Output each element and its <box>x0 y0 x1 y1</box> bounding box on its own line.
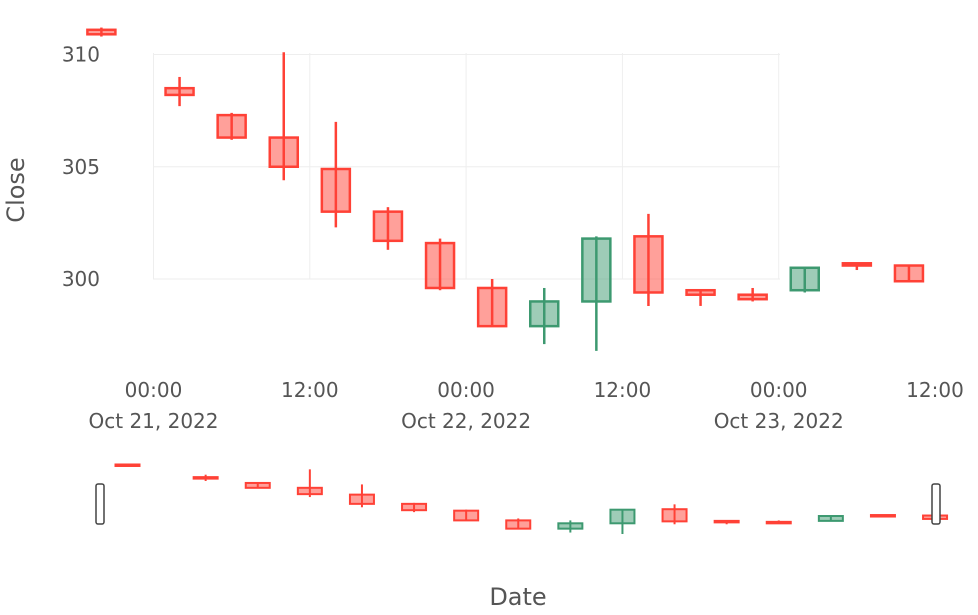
mini-candle <box>505 518 532 530</box>
mini-candle-body <box>348 493 375 505</box>
candle-body <box>841 262 873 267</box>
candle-body <box>737 293 768 301</box>
candle <box>424 238 456 291</box>
mini-candle <box>296 469 323 498</box>
mini-candle-body <box>557 522 584 530</box>
candle <box>737 287 768 302</box>
mini-candle-body <box>192 476 219 480</box>
candle <box>633 213 664 306</box>
x-tick-label: 00:00 <box>437 378 495 402</box>
candle-body <box>893 264 925 283</box>
candle-body <box>86 28 117 36</box>
y-axis-title: Close <box>2 157 30 222</box>
candle-body <box>268 136 299 169</box>
range-slider-candles <box>114 463 949 534</box>
mini-candle-body <box>296 486 323 496</box>
mini-candle <box>869 514 896 518</box>
candle-body <box>216 113 247 139</box>
mini-candle-body <box>869 514 896 518</box>
candle <box>581 236 612 351</box>
candles <box>86 27 925 351</box>
x-tick-label: 00:00 <box>125 378 183 402</box>
candle <box>476 279 508 328</box>
mini-candle-body <box>505 519 532 530</box>
candle-body <box>581 237 612 303</box>
mini-candle-body <box>453 509 480 522</box>
mini-candle-body <box>713 519 740 524</box>
candle <box>789 266 820 293</box>
y-tick-label: 300 <box>62 267 100 291</box>
range-slider-left-handle[interactable] <box>95 483 105 525</box>
mini-candle-body <box>817 515 844 522</box>
mini-candle <box>609 508 636 534</box>
candle <box>529 287 560 345</box>
candle-body <box>424 241 456 290</box>
mini-candle-body <box>609 508 636 525</box>
x-tick-date-label: Oct 23, 2022 <box>714 409 844 433</box>
mini-candle-body <box>661 508 688 523</box>
x-axis-title: Date <box>489 583 546 611</box>
mini-candle <box>244 481 271 489</box>
y-axis-ticks: 300 305 310 <box>62 43 100 292</box>
mini-candle-body <box>114 463 141 467</box>
mini-candle-body <box>765 520 792 525</box>
candle-body <box>372 210 404 243</box>
mini-candle <box>401 502 428 513</box>
x-tick-date-label: Oct 22, 2022 <box>401 409 531 433</box>
mini-candle-body <box>401 502 428 512</box>
candle <box>685 288 716 306</box>
candle <box>164 76 195 107</box>
x-tick-label: 12:00 <box>906 378 964 402</box>
mini-candle <box>713 519 740 525</box>
mini-candle <box>765 520 792 525</box>
gridlines <box>153 53 780 280</box>
mini-candle <box>114 463 141 467</box>
candle <box>372 207 404 250</box>
candle <box>268 52 299 181</box>
x-tick-label: 12:00 <box>281 378 339 402</box>
mini-candle <box>557 520 584 533</box>
candle-body <box>633 235 664 294</box>
x-axis-ticks: 00:00 Oct 21, 2022 12:00 00:00 Oct 22, 2022 1… <box>89 378 964 433</box>
candle <box>893 264 925 283</box>
mini-candle <box>453 509 480 522</box>
mini-candle <box>192 474 219 482</box>
candle-body <box>529 300 560 328</box>
range-slider-right-handle[interactable] <box>931 483 941 525</box>
candle-body <box>320 167 352 213</box>
y-tick-label: 310 <box>62 43 100 67</box>
x-tick-label: 00:00 <box>750 378 808 402</box>
candle <box>841 262 873 271</box>
x-tick-date-label: Oct 21, 2022 <box>89 409 219 433</box>
mini-candle <box>817 515 844 522</box>
x-tick-label: 12:00 <box>594 378 652 402</box>
y-tick-label: 305 <box>62 155 100 179</box>
candle-body <box>164 86 195 97</box>
mini-candle-body <box>244 481 271 489</box>
candle <box>216 112 247 140</box>
mini-candle <box>348 484 375 508</box>
candle <box>320 121 352 228</box>
range-slider[interactable] <box>95 463 949 534</box>
candle-body <box>476 286 508 328</box>
candle-body <box>685 288 716 296</box>
candle <box>86 27 117 37</box>
mini-candle <box>661 504 688 525</box>
candle-body <box>789 266 820 292</box>
